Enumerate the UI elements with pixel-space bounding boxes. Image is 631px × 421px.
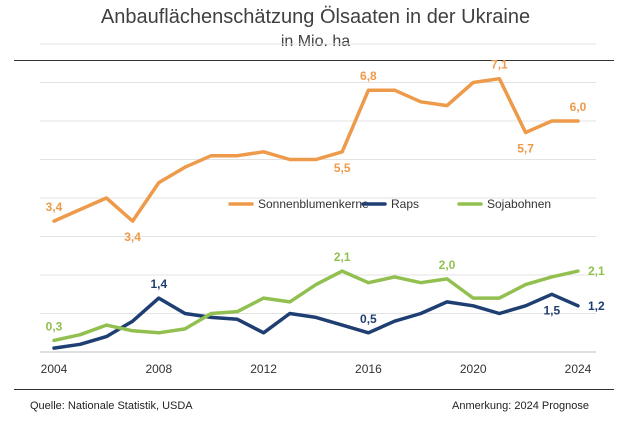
x-tick-label: 2004 bbox=[41, 362, 68, 376]
remark-note: Anmerkung: 2024 Prognose bbox=[452, 400, 589, 412]
data-label: 7,1 bbox=[491, 58, 508, 72]
x-tick-label: 2012 bbox=[250, 362, 277, 376]
data-label: 2,1 bbox=[334, 250, 351, 264]
legend-label: Sonnenblumenkerne bbox=[258, 197, 369, 211]
series-line-sojabohnen bbox=[52, 269, 580, 343]
x-tick-label: 2024 bbox=[565, 362, 592, 376]
chart-title: Anbauflächenschätzung Ölsaaten in der Uk… bbox=[100, 6, 531, 28]
data-label: 1,5 bbox=[543, 303, 560, 317]
chart-subtitle: in Mio. ha bbox=[280, 33, 351, 50]
data-label: 5,5 bbox=[334, 161, 351, 175]
data-label: 0,5 bbox=[360, 312, 377, 326]
series-lines bbox=[52, 76, 580, 350]
x-tick-label: 2008 bbox=[145, 362, 172, 376]
source-note: Quelle: Nationale Statistik, USDA bbox=[30, 400, 193, 412]
data-label: 2,0 bbox=[439, 258, 456, 272]
data-label: 1,4 bbox=[150, 277, 167, 291]
data-label: 1,2 bbox=[588, 299, 605, 313]
data-label: 6,0 bbox=[570, 100, 587, 114]
legend-label: Sojabohnen bbox=[487, 197, 551, 211]
legend: Sonnenblumenkerne Raps Sojabohnen bbox=[228, 197, 551, 211]
top-divider bbox=[14, 60, 614, 61]
x-axis-ticks: 2004 2008 2012 2016 2020 2024 bbox=[41, 362, 592, 376]
data-label: 0,3 bbox=[46, 319, 63, 333]
x-tick-label: 2016 bbox=[355, 362, 382, 376]
data-labels: 3,4 3,4 5,5 6,8 7,1 5,7 6,0 1,4 0,5 1,5 1,2 0,3 2,1 2… bbox=[46, 58, 605, 334]
x-tick-label: 2020 bbox=[460, 362, 487, 376]
data-label: 3,4 bbox=[124, 230, 141, 244]
data-label: 6,8 bbox=[360, 69, 377, 83]
legend-label: Raps bbox=[391, 197, 419, 211]
data-label: 5,7 bbox=[517, 142, 534, 156]
bottom-divider bbox=[14, 389, 614, 390]
data-label: 3,4 bbox=[46, 200, 63, 214]
data-label: 2,1 bbox=[588, 264, 605, 278]
